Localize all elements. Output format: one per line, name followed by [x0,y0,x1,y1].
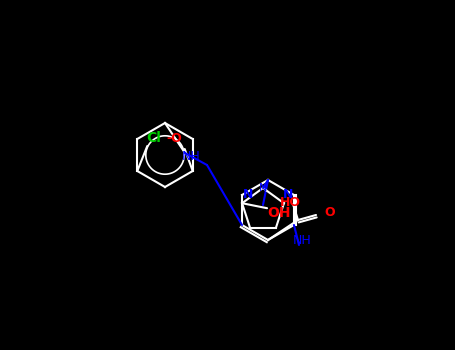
Text: -O: -O [167,133,182,146]
Text: O: O [325,205,335,218]
Text: OH: OH [268,206,291,220]
Text: HO: HO [279,196,300,209]
Text: NH: NH [182,150,200,163]
Text: NH: NH [293,233,311,246]
Text: N: N [283,189,293,202]
Text: Cl: Cl [146,131,161,145]
Text: N: N [259,183,267,193]
Text: N: N [243,189,253,202]
